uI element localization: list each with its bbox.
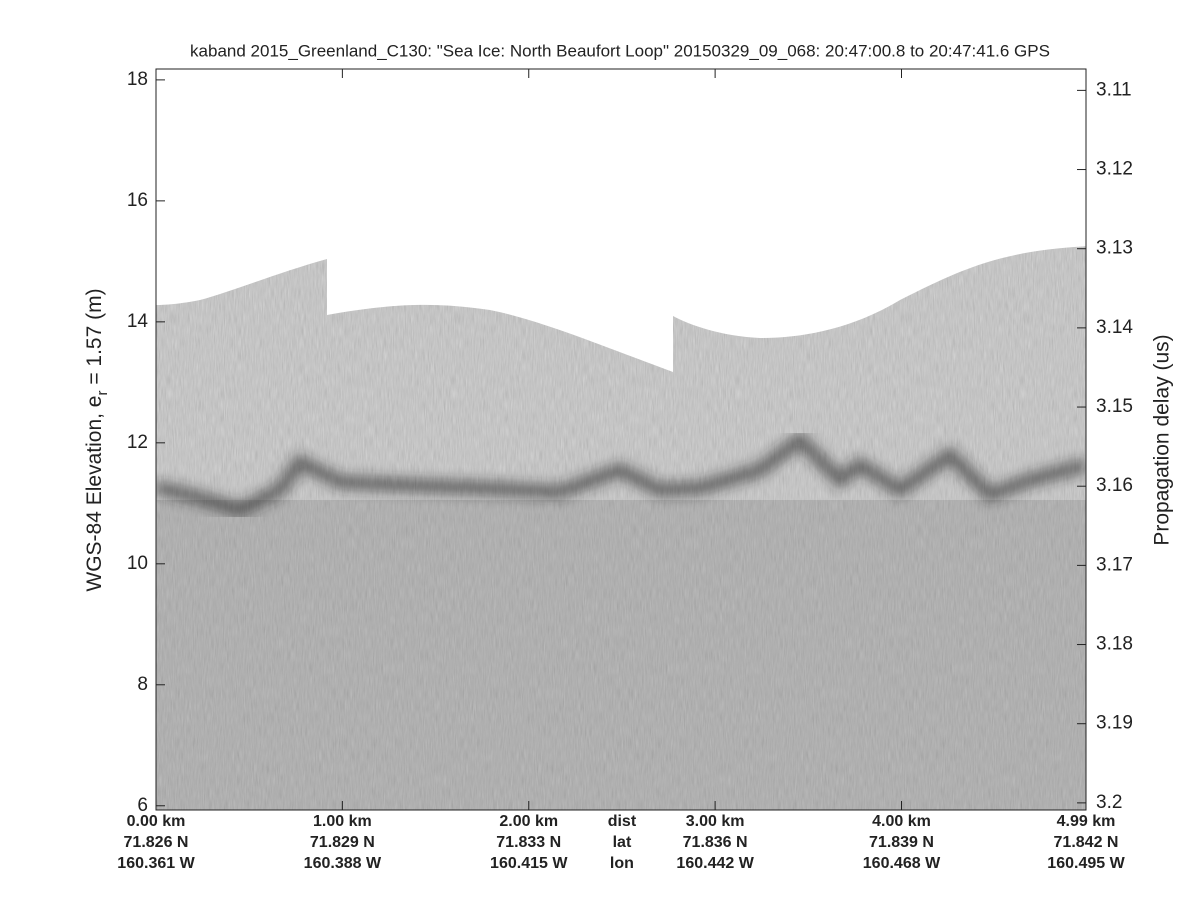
x-tick-label: 1.00 km (313, 813, 372, 830)
y2-tick-label: 3.13 (1096, 238, 1133, 259)
y-tick-label: 6 (137, 795, 148, 816)
row-label: dist (608, 813, 637, 830)
y-label-text: WGS-84 Elevation, e (83, 396, 106, 592)
y2-tick-label: 3.12 (1096, 159, 1133, 180)
y-tick-label: 12 (127, 432, 148, 453)
y-tick-label: 18 (127, 69, 148, 90)
y2-tick-label: 3.11 (1096, 79, 1132, 100)
lat-label: 71.829 N (310, 834, 375, 851)
x-tick-label: 3.00 km (686, 813, 745, 830)
row-label: lat (613, 834, 632, 851)
x-tick-label: 4.99 km (1057, 813, 1116, 830)
echogram-image (156, 69, 1086, 810)
lat-label: 71.826 N (124, 834, 189, 851)
y2-axis-label: Propagation delay (us) (1151, 334, 1174, 545)
lon-label: 160.468 W (863, 855, 941, 872)
row-label: lon (610, 855, 634, 872)
y2-tick-label: 3.15 (1096, 396, 1133, 417)
y-tick-label: 8 (137, 674, 148, 695)
y2-tick-label: 3.19 (1096, 713, 1133, 734)
lat-label: 71.839 N (869, 834, 934, 851)
y-tick-label: 16 (127, 190, 148, 211)
lon-label: 160.442 W (676, 855, 754, 872)
lat-label: 71.836 N (683, 834, 748, 851)
lat-label: 71.842 N (1054, 834, 1119, 851)
x-tick-label: 4.00 km (872, 813, 931, 830)
y2-tick-label: 3.16 (1096, 475, 1133, 496)
x-tick-label: 0.00 km (127, 813, 186, 830)
lon-label: 160.361 W (117, 855, 195, 872)
y2-tick-label: 3.2 (1096, 792, 1122, 813)
lon-label: 160.388 W (304, 855, 382, 872)
chart-title: kaband 2015_Greenland_C130: "Sea Ice: No… (190, 41, 1050, 60)
y-axis-label: WGS-84 Elevation, er = 1.57 (m) (83, 288, 111, 591)
lon-label: 160.415 W (490, 855, 568, 872)
y-label-suffix: = 1.57 (m) (83, 288, 106, 390)
plot-frame (155, 68, 1087, 811)
y-label-subscript: r (94, 391, 111, 396)
lat-label: 71.833 N (496, 834, 561, 851)
y2-tick-label: 3.17 (1096, 554, 1133, 575)
x-tick-label: 2.00 km (499, 813, 558, 830)
lon-label: 160.495 W (1047, 855, 1125, 872)
y-tick-label: 10 (127, 553, 148, 574)
y2-tick-label: 3.14 (1096, 317, 1133, 338)
y2-tick-label: 3.18 (1096, 634, 1133, 655)
y-tick-label: 14 (127, 311, 149, 332)
